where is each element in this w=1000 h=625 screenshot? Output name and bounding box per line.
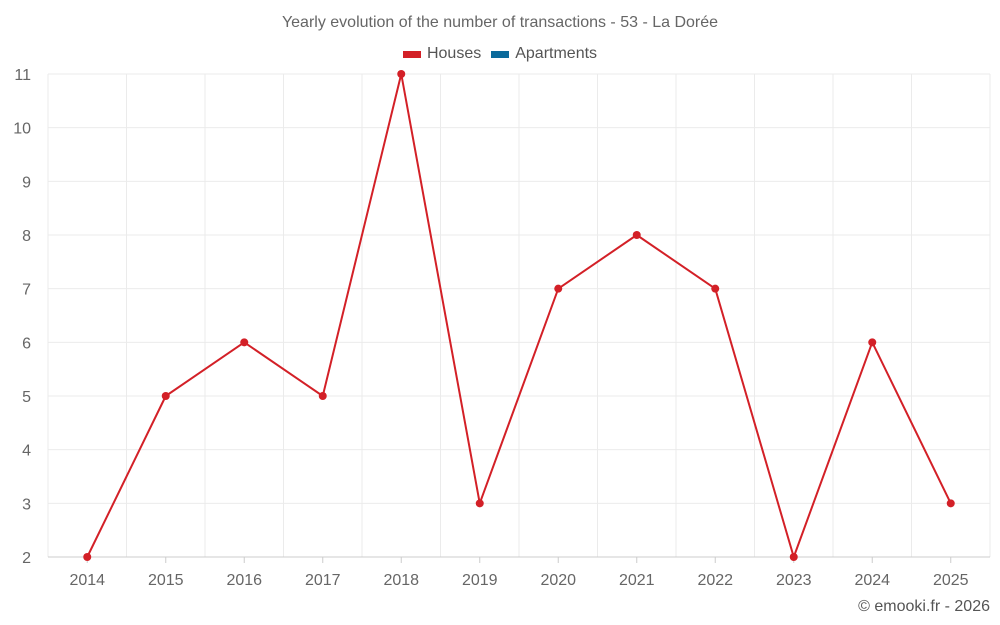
data-point-houses (554, 284, 563, 293)
data-point-houses (318, 392, 327, 400)
y-tick-label: 3 (22, 496, 31, 513)
series-houses (83, 70, 955, 561)
credit-text: © emooki.fr - 2026 (858, 598, 990, 615)
legend-label-apartments: Apartments (515, 45, 598, 62)
x-tick-label: 2022 (697, 572, 733, 589)
axes: 2 3 4 5 6 7 8 9 10 11 2014 2015 2016 2017 2018 2019 2020… (13, 67, 990, 589)
chart-title: Yearly evolution of the number of transa… (281, 14, 719, 31)
y-tick-label: 4 (22, 443, 31, 460)
legend-swatch-houses (402, 50, 421, 58)
x-tick-label: 2025 (933, 572, 969, 589)
y-tick-label: 2 (22, 550, 31, 567)
legend-label-houses: Houses (426, 45, 482, 62)
data-point-houses (161, 392, 170, 400)
y-tick-label: 8 (22, 228, 31, 245)
data-point-houses (711, 284, 720, 293)
y-tick-label: 6 (22, 335, 31, 352)
legend-swatch-apartments (491, 50, 510, 58)
y-tick-label: 5 (22, 389, 31, 406)
x-tick-label: 2018 (383, 572, 419, 589)
data-point-houses (946, 499, 955, 508)
x-tick-label: 2016 (226, 572, 262, 589)
data-point-houses (240, 338, 249, 347)
x-tick-label: 2020 (540, 572, 576, 589)
y-tick-label: 11 (14, 67, 31, 84)
x-tick-label: 2021 (619, 572, 655, 589)
x-tick-label: 2014 (69, 572, 105, 589)
data-point-houses (868, 338, 877, 347)
x-tick-label: 2019 (462, 572, 498, 589)
legend-item-apartments[interactable]: Apartments (491, 45, 597, 63)
x-tick-label: 2024 (854, 572, 890, 589)
data-point-houses (475, 499, 484, 508)
x-tick-label: 2023 (776, 572, 812, 589)
y-tick-label: 10 (13, 121, 31, 138)
data-point-houses (632, 231, 641, 239)
y-tick-label: 7 (22, 282, 31, 299)
y-tick-label: 9 (22, 174, 31, 191)
data-point-houses (83, 553, 92, 561)
legend-item-houses[interactable]: Houses (402, 45, 482, 63)
x-tick-label: 2017 (305, 572, 341, 589)
data-point-houses (789, 553, 798, 561)
x-tick-label: 2015 (148, 572, 184, 589)
series-line-houses (86, 73, 952, 558)
grid (47, 73, 991, 557)
data-point-houses (397, 70, 406, 78)
legend: Houses Apartments (0, 45, 1000, 63)
